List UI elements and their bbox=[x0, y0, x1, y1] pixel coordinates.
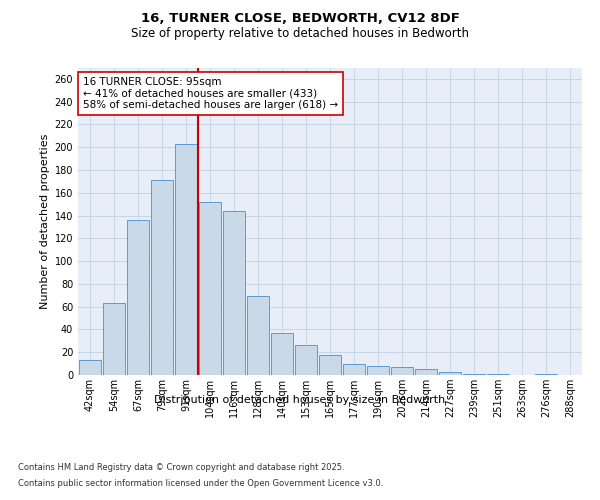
Bar bbox=[295, 346, 317, 375]
Bar bbox=[535, 374, 557, 375]
Bar bbox=[223, 211, 245, 375]
Bar bbox=[391, 367, 413, 375]
Bar bbox=[79, 360, 101, 375]
Bar bbox=[199, 202, 221, 375]
Text: 16, TURNER CLOSE, BEDWORTH, CV12 8DF: 16, TURNER CLOSE, BEDWORTH, CV12 8DF bbox=[140, 12, 460, 26]
Text: Contains HM Land Registry data © Crown copyright and database right 2025.: Contains HM Land Registry data © Crown c… bbox=[18, 464, 344, 472]
Bar bbox=[343, 364, 365, 375]
Bar bbox=[175, 144, 197, 375]
Bar bbox=[127, 220, 149, 375]
Text: Contains public sector information licensed under the Open Government Licence v3: Contains public sector information licen… bbox=[18, 478, 383, 488]
Bar bbox=[151, 180, 173, 375]
Y-axis label: Number of detached properties: Number of detached properties bbox=[40, 134, 50, 309]
Bar bbox=[103, 303, 125, 375]
Text: Size of property relative to detached houses in Bedworth: Size of property relative to detached ho… bbox=[131, 28, 469, 40]
Bar bbox=[367, 366, 389, 375]
Bar bbox=[415, 370, 437, 375]
Bar bbox=[487, 374, 509, 375]
Bar bbox=[247, 296, 269, 375]
Bar bbox=[271, 333, 293, 375]
Text: Distribution of detached houses by size in Bedworth: Distribution of detached houses by size … bbox=[154, 395, 446, 405]
Bar bbox=[439, 372, 461, 375]
Bar bbox=[463, 374, 485, 375]
Text: 16 TURNER CLOSE: 95sqm
← 41% of detached houses are smaller (433)
58% of semi-de: 16 TURNER CLOSE: 95sqm ← 41% of detached… bbox=[83, 76, 338, 110]
Bar bbox=[319, 354, 341, 375]
